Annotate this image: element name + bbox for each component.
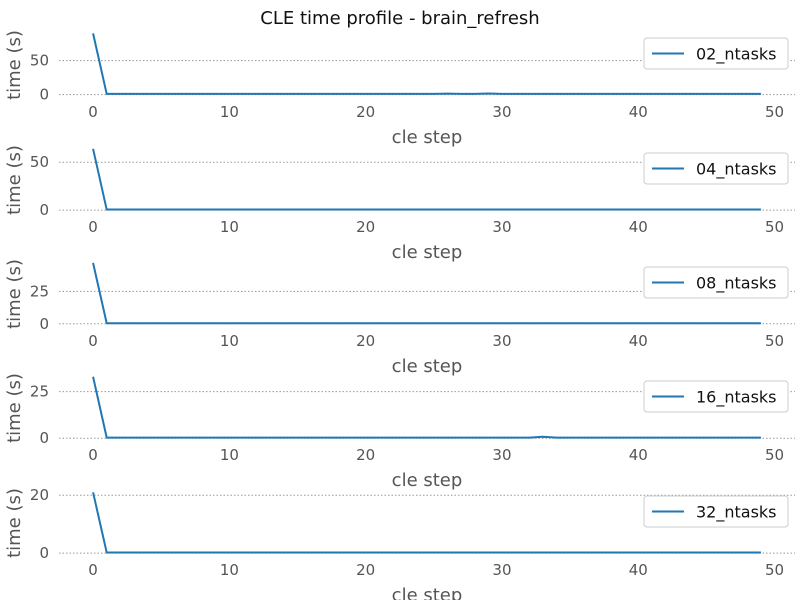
panel-4-x-tick-label: 0 xyxy=(88,446,98,464)
panel-4-x-tick-label: 30 xyxy=(492,446,511,464)
panel-2-y-axis-label: time (s) xyxy=(4,145,25,215)
panel-1-x-axis-label: cle step xyxy=(392,127,463,148)
panel-3-x-tick-label: 40 xyxy=(629,332,648,350)
panel-1-y-tick-label: 0 xyxy=(39,86,49,104)
panel-2-series-line xyxy=(92,148,761,211)
panel-1-y-tick-label: 50 xyxy=(30,52,49,70)
chart-title: CLE time profile - brain_refresh xyxy=(260,8,540,29)
panel-4-x-axis-label: cle step xyxy=(392,470,463,491)
panel-5-x-tick-label: 0 xyxy=(88,561,98,579)
panel-4-x-tick-label: 20 xyxy=(356,446,375,464)
panel-5-y-tick-label: 0 xyxy=(39,544,49,562)
panel-4-y-tick-label: 25 xyxy=(30,383,49,401)
panel-2-legend-box xyxy=(643,152,789,185)
panel-1-y-axis-label: time (s) xyxy=(4,30,25,100)
panel-5-y-tick-label: 20 xyxy=(30,486,49,504)
panel-5-legend-box xyxy=(643,495,789,528)
panel-5-x-tick-label: 40 xyxy=(629,561,648,579)
panel-2-x-tick-label: 30 xyxy=(492,218,511,236)
panel-2-x-tick-label: 40 xyxy=(629,218,648,236)
panel-2-x-tick-label: 10 xyxy=(220,218,239,236)
panel-1-x-tick-label: 0 xyxy=(88,103,98,121)
panel-5-x-tick-label: 20 xyxy=(356,561,375,579)
panel-3-x-axis-label: cle step xyxy=(392,356,463,377)
panel-2-x-axis-label: cle step xyxy=(392,242,463,263)
panel-3-y-tick-label: 0 xyxy=(39,315,49,333)
panel-1-x-tick-label: 40 xyxy=(629,103,648,121)
panel-3-y-tick-label: 25 xyxy=(30,282,49,300)
panel-4-x-tick-label: 50 xyxy=(765,446,784,464)
panel-3-x-tick-label: 30 xyxy=(492,332,511,350)
panel-3-legend-label: 08_ntasks xyxy=(696,274,777,294)
panel-4-y-axis-label: time (s) xyxy=(4,373,25,443)
panel-3-x-tick-label: 50 xyxy=(765,332,784,350)
panel-2-y-tick-label: 50 xyxy=(30,153,49,171)
panel-2-y-tick-label: 0 xyxy=(39,201,49,219)
panel-1-legend-label: 02_ntasks xyxy=(696,45,777,65)
panel-4-y-tick-label: 0 xyxy=(39,429,49,447)
panel-4-x-tick-label: 40 xyxy=(629,446,648,464)
panel-3-series-line xyxy=(92,262,761,325)
panel-5-legend-label: 32_ntasks xyxy=(696,503,777,523)
panel-4-x-tick-label: 10 xyxy=(220,446,239,464)
panel-1-x-tick-label: 50 xyxy=(765,103,784,121)
panel-3-x-tick-label: 20 xyxy=(356,332,375,350)
panel-2-x-tick-label: 0 xyxy=(88,218,98,236)
panel-5-series-line xyxy=(92,492,761,554)
panel-1-series-line xyxy=(92,33,761,95)
panel-5-y-axis-label: time (s) xyxy=(4,488,25,558)
panel-4-legend-label: 16_ntasks xyxy=(696,388,777,408)
panel-5-x-tick-label: 50 xyxy=(765,561,784,579)
panel-5-x-axis-label: cle step xyxy=(392,585,463,600)
panel-5-x-tick-label: 10 xyxy=(220,561,239,579)
panel-3-y-axis-label: time (s) xyxy=(4,259,25,329)
panel-1-x-tick-label: 20 xyxy=(356,103,375,121)
panel-2-x-tick-label: 20 xyxy=(356,218,375,236)
panel-5-x-tick-label: 30 xyxy=(492,561,511,579)
panel-2-x-tick-label: 50 xyxy=(765,218,784,236)
panel-4-series-line xyxy=(92,376,761,439)
panel-1-x-tick-label: 30 xyxy=(492,103,511,121)
panel-3-legend-box xyxy=(643,266,789,299)
panel-2-legend-label: 04_ntasks xyxy=(696,160,777,180)
panel-3-x-tick-label: 0 xyxy=(88,332,98,350)
panel-4-legend-box xyxy=(643,380,789,413)
panel-1-x-tick-label: 10 xyxy=(220,103,239,121)
panel-3-x-tick-label: 10 xyxy=(220,332,239,350)
panel-1-legend-box xyxy=(643,37,789,70)
